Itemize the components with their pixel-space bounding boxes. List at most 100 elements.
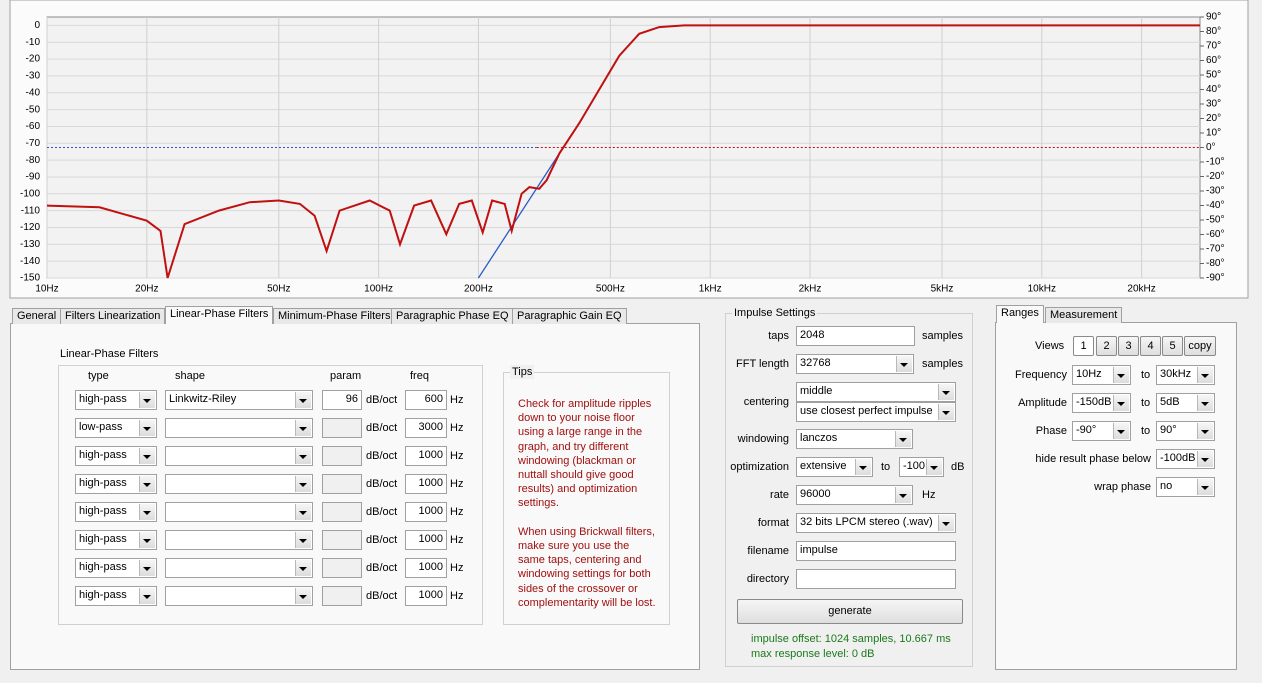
tab[interactable]: Linear-Phase Filters (165, 306, 274, 324)
mode-select[interactable]: use closest perfect impulse (796, 402, 956, 422)
freq-input[interactable]: 1000 (405, 502, 447, 522)
shape-select[interactable] (165, 558, 313, 578)
freq-input[interactable]: 1000 (405, 530, 447, 550)
y2-tick-label: -20° (1206, 171, 1224, 182)
shape-select[interactable] (165, 446, 313, 466)
y2-tick-label: 90° (1206, 12, 1221, 23)
type-select[interactable]: low-pass (75, 418, 157, 438)
filename-input[interactable]: impulse (796, 541, 956, 561)
freq-unit: Hz (450, 534, 464, 546)
shape-select[interactable] (165, 530, 313, 550)
x-tick-label: 2kHz (799, 284, 822, 295)
windowing-select[interactable]: lanczos (796, 429, 913, 449)
shape-select[interactable] (165, 502, 313, 522)
view-button[interactable]: 2 (1096, 336, 1117, 356)
param-unit: dB/oct (366, 590, 398, 602)
unit: samples (922, 358, 963, 370)
tip-line: windowing settings for both (518, 568, 651, 581)
param-unit: dB/oct (366, 534, 398, 546)
range-label: Amplitude (1018, 397, 1067, 409)
param-input[interactable] (322, 474, 362, 494)
tab[interactable]: Filters Linearization (60, 308, 166, 324)
range-tab[interactable]: Measurement (1045, 307, 1123, 323)
tip-line: When using Brickwall filters, (518, 525, 655, 538)
wrap-label: wrap phase (1094, 481, 1151, 493)
taps-input[interactable]: 2048 (796, 326, 915, 346)
fft-select[interactable]: 32768 (796, 354, 914, 374)
freq-input[interactable]: 1000 (405, 558, 447, 578)
tips-title: Tips (510, 365, 535, 379)
y-tick-label: -70 (26, 138, 41, 149)
param-input[interactable]: 96 (322, 390, 362, 410)
view-button[interactable]: 1 (1073, 336, 1094, 356)
freq-input[interactable]: 1000 (405, 586, 447, 606)
type-select[interactable]: high-pass (75, 390, 157, 410)
from-select[interactable]: -150dB (1072, 393, 1131, 413)
from-select[interactable]: -90° (1072, 421, 1131, 441)
tips-group: Tips (503, 365, 670, 625)
view-button[interactable]: copy (1184, 336, 1216, 356)
view-button[interactable]: 3 (1118, 336, 1139, 356)
freq-input[interactable]: 1000 (405, 446, 447, 466)
shape-select[interactable]: Linkwitz-Riley (165, 390, 313, 410)
view-button[interactable]: 4 (1140, 336, 1161, 356)
y-tick-label: -130 (20, 239, 40, 250)
optimization-select[interactable]: extensive (796, 457, 873, 477)
freq-unit: Hz (450, 422, 464, 434)
directory-input[interactable] (796, 569, 956, 589)
curve (46, 24, 1200, 279)
range-tab[interactable]: Ranges (996, 305, 1044, 323)
until-select[interactable]: 5dB (1156, 393, 1215, 413)
tip-line: make sure you use the (518, 540, 630, 552)
generate-button[interactable]: generate (737, 599, 963, 624)
type-select[interactable]: high-pass (75, 446, 157, 466)
wrap-select[interactable]: no (1156, 477, 1215, 497)
format-select[interactable]: 32 bits LPCM stereo (.wav) (796, 513, 956, 533)
to: to (1141, 425, 1151, 437)
range-label: Frequency (1015, 369, 1067, 381)
until-select[interactable]: 90° (1156, 421, 1215, 441)
freq-input[interactable]: 600 (405, 390, 447, 410)
tab[interactable]: Minimum-Phase Filters (273, 308, 396, 324)
type-select[interactable]: high-pass (75, 474, 157, 494)
shape-select[interactable] (165, 586, 313, 606)
param-input[interactable] (322, 502, 362, 522)
shape-select[interactable] (165, 418, 313, 438)
type-select[interactable]: high-pass (75, 558, 157, 578)
type-select[interactable]: high-pass (75, 530, 157, 550)
freq-input[interactable]: 3000 (405, 418, 447, 438)
type-select[interactable]: high-pass (75, 586, 157, 606)
from-select[interactable]: 10Hz (1072, 365, 1131, 385)
type-select[interactable]: high-pass (75, 502, 157, 522)
tab[interactable]: Paragraphic Phase EQ (391, 308, 514, 324)
y-tick-label: 0 (34, 20, 40, 31)
filters-title: Linear-Phase Filters (60, 348, 159, 360)
status-line: max response level: 0 dB (751, 648, 875, 660)
param-input[interactable] (322, 418, 362, 438)
freq-input[interactable]: 1000 (405, 474, 447, 494)
param-input[interactable] (322, 446, 362, 466)
param-input[interactable] (322, 530, 362, 550)
centering-select[interactable]: middle (796, 382, 956, 402)
view-button[interactable]: 5 (1162, 336, 1183, 356)
hide-select[interactable]: -100dB (1156, 449, 1215, 469)
tip-line: results) and optimization (518, 483, 638, 496)
until-select[interactable]: 30kHz (1156, 365, 1215, 385)
impulse-group: Impulse Settings (725, 306, 973, 667)
y-tick-label: -150 (20, 273, 40, 284)
views-label: Views (1035, 340, 1065, 352)
tab[interactable]: General (12, 308, 62, 324)
y2-tick-label: 60° (1206, 55, 1221, 66)
param-input[interactable] (322, 558, 362, 578)
shape-select[interactable] (165, 474, 313, 494)
freq-unit: Hz (450, 590, 464, 602)
param-input[interactable] (322, 586, 362, 606)
level-select[interactable]: -100 (899, 457, 944, 477)
unit: dB (951, 461, 965, 473)
y2-tick-label: 10° (1206, 128, 1221, 139)
rate-select[interactable]: 96000 (796, 485, 913, 505)
rate-label: rate (770, 489, 789, 501)
unit: samples (922, 330, 963, 342)
tab[interactable]: Paragraphic Gain EQ (512, 308, 627, 324)
x-tick-label: 100Hz (364, 284, 393, 295)
